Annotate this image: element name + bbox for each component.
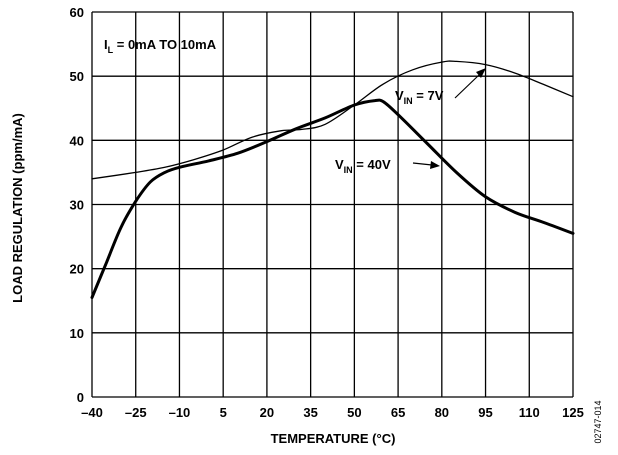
x-tick-label: –10: [169, 405, 191, 420]
x-tick-label: –40: [81, 405, 103, 420]
condition-label: IL = 0mA TO 10mA: [104, 37, 217, 55]
x-tick-label: 50: [347, 405, 361, 420]
x-tick-label: 125: [562, 405, 584, 420]
annotation-arrows: [412, 68, 486, 169]
series-line-vin-40v: [90, 98, 575, 299]
x-axis-title: TEMPERATURE (°C): [271, 431, 396, 446]
grid: [91, 11, 574, 398]
series-lines: [90, 60, 575, 299]
x-tick-label: 20: [260, 405, 274, 420]
vin40-arrow-head: [430, 161, 440, 169]
y-tick-label: 10: [70, 326, 84, 341]
y-tick-label: 0: [77, 390, 84, 405]
y-tick-labels: 0 10 20 30 40 50 60: [70, 5, 84, 405]
series-label-vin-7v: VIN = 7V: [395, 88, 444, 106]
x-tick-label: –25: [125, 405, 147, 420]
vin7-arrow-head: [476, 68, 486, 78]
y-axis-title: LOAD REGULATION (ppm/mA): [10, 113, 25, 303]
y-tick-label: 60: [70, 5, 84, 20]
figure-code: 02747-014: [593, 400, 603, 443]
x-tick-label: 95: [478, 405, 492, 420]
x-tick-label: 110: [519, 405, 540, 420]
x-tick-label: 5: [220, 405, 227, 420]
y-tick-label: 40: [70, 133, 84, 148]
vin40-arrow-line: [412, 162, 433, 166]
y-tick-label: 20: [70, 262, 84, 277]
x-tick-labels: –40 –25 –10 5 20 35 50 65 80 95 110 125: [81, 405, 584, 420]
series-line-vin-7v: [91, 60, 574, 180]
x-tick-label: 80: [435, 405, 449, 420]
y-tick-label: 50: [70, 69, 84, 84]
series-label-vin-40v: VIN = 40V: [335, 157, 391, 175]
vin7-arrow-line: [454, 73, 481, 99]
y-tick-label: 30: [70, 198, 84, 213]
x-tick-label: 35: [303, 405, 317, 420]
x-tick-label: 65: [391, 405, 405, 420]
